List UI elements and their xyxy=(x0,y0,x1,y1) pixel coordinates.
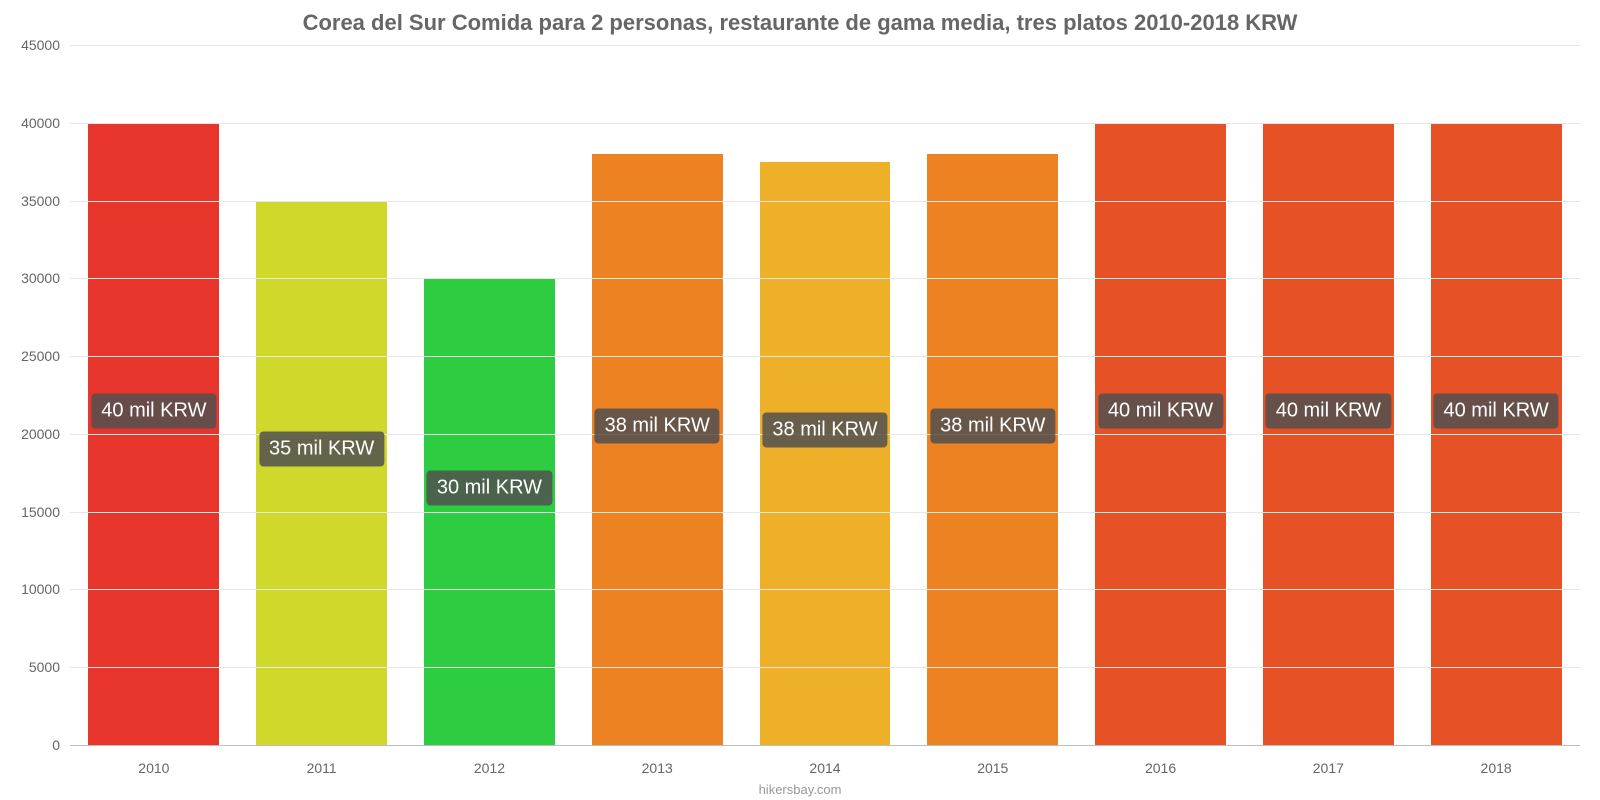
y-tick-label: 45000 xyxy=(0,37,60,53)
bar-value-label: 30 mil KRW xyxy=(427,471,552,506)
x-tick-label: 2017 xyxy=(1313,760,1344,776)
bar xyxy=(760,162,891,745)
bar-value-label: 38 mil KRW xyxy=(930,409,1055,444)
y-tick-label: 0 xyxy=(0,737,60,753)
bar-value-label: 38 mil KRW xyxy=(762,413,887,448)
axis-baseline xyxy=(70,745,1580,746)
gridline xyxy=(70,45,1580,46)
gridline xyxy=(70,667,1580,668)
bar-value-label: 40 mil KRW xyxy=(91,393,216,428)
bar-value-label: 40 mil KRW xyxy=(1098,393,1223,428)
x-tick-label: 2011 xyxy=(307,760,337,776)
bar xyxy=(256,201,387,745)
x-tick-label: 2010 xyxy=(138,760,169,776)
x-tick-label: 2018 xyxy=(1481,760,1512,776)
bar-value-label: 40 mil KRW xyxy=(1434,393,1559,428)
bar xyxy=(927,154,1058,745)
bar-value-label: 40 mil KRW xyxy=(1266,393,1391,428)
gridline xyxy=(70,278,1580,279)
x-tick-label: 2013 xyxy=(642,760,673,776)
y-tick-label: 25000 xyxy=(0,348,60,364)
y-tick-label: 30000 xyxy=(0,270,60,286)
y-tick-label: 35000 xyxy=(0,193,60,209)
y-tick-label: 20000 xyxy=(0,426,60,442)
y-tick-label: 10000 xyxy=(0,581,60,597)
x-tick-label: 2012 xyxy=(474,760,505,776)
bar xyxy=(592,154,723,745)
gridline xyxy=(70,123,1580,124)
credit-text: hikersbay.com xyxy=(759,782,842,797)
bar-value-label: 38 mil KRW xyxy=(595,409,720,444)
y-tick-label: 40000 xyxy=(0,115,60,131)
bar-value-label: 35 mil KRW xyxy=(259,432,384,467)
chart-title: Corea del Sur Comida para 2 personas, re… xyxy=(0,10,1600,36)
x-tick-label: 2016 xyxy=(1145,760,1176,776)
gridline xyxy=(70,589,1580,590)
x-tick-label: 2015 xyxy=(977,760,1008,776)
gridline xyxy=(70,201,1580,202)
y-tick-label: 15000 xyxy=(0,504,60,520)
x-tick-label: 2014 xyxy=(809,760,840,776)
y-tick-label: 5000 xyxy=(0,659,60,675)
gridline xyxy=(70,356,1580,357)
gridline xyxy=(70,512,1580,513)
